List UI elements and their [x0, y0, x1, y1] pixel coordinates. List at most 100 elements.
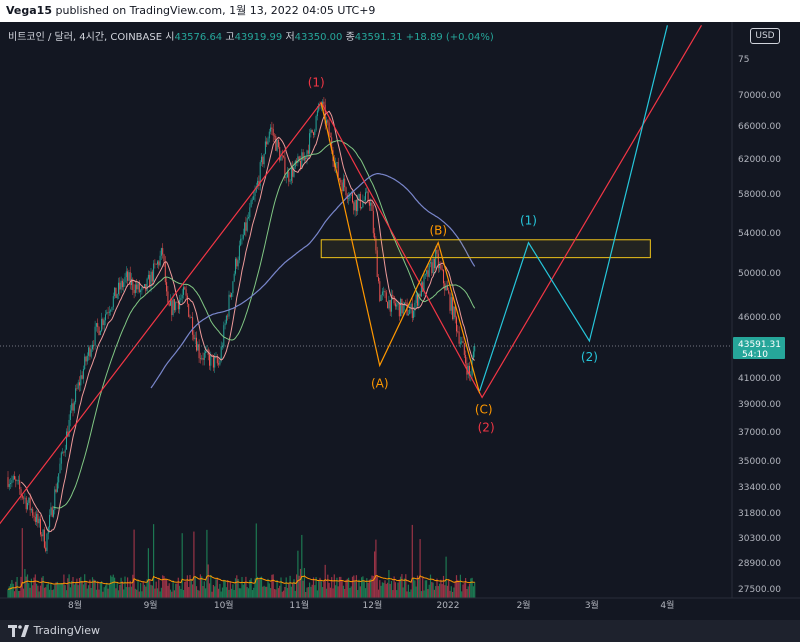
volume-bar [379, 580, 381, 598]
price-chart[interactable]: (1) (2) (A) (B) (C) (1) (2) 27500.00 28900.00 30… [0, 22, 800, 620]
candle-body [379, 281, 381, 301]
candles [7, 97, 476, 554]
volume-bar [141, 591, 143, 598]
tradingview-logo-icon [8, 625, 29, 637]
footer-brand[interactable]: TradingView [33, 624, 100, 637]
candle-body [250, 200, 252, 208]
candle-body [329, 136, 331, 138]
volume-bar [465, 578, 467, 598]
candle-body [345, 187, 347, 195]
candle-body [119, 282, 121, 290]
candle-body [62, 452, 64, 453]
candle-body [107, 312, 109, 313]
volume-bar [197, 589, 199, 598]
volume-bar [331, 577, 333, 598]
candle-body [362, 200, 364, 208]
candle-body [63, 452, 65, 453]
candle-body [344, 178, 346, 188]
volume-bar [285, 577, 287, 598]
candle-body [196, 337, 197, 351]
volume-bar [415, 586, 417, 598]
candle-body [257, 180, 259, 187]
publisher-name[interactable]: Vega15 [6, 4, 52, 17]
candle-body [440, 264, 442, 270]
volume-bar [227, 580, 229, 598]
candle-body [183, 287, 184, 295]
high-value: 43919.99 [234, 32, 283, 43]
candle-body [68, 419, 70, 437]
volume-bar [436, 578, 438, 598]
candle-body [458, 331, 460, 344]
wave-orange-label-c: (C) [475, 402, 493, 416]
candle-body [220, 346, 222, 361]
volume-bar [236, 575, 238, 598]
candle-body [129, 272, 131, 285]
volume-bar [159, 591, 161, 598]
volume-bar [172, 580, 174, 598]
volume-bar [318, 580, 320, 598]
wave-cyan-line [479, 25, 668, 391]
candle-body [446, 285, 448, 291]
volume-bar [205, 588, 207, 598]
volume-bar [33, 577, 35, 598]
candle-body [277, 139, 279, 148]
candle-body [394, 303, 396, 307]
candle-body [309, 133, 311, 154]
candle-body [284, 157, 286, 179]
volume-bar [452, 591, 454, 598]
volume-bar [275, 589, 277, 598]
volume-bar [445, 556, 447, 598]
candle-body [427, 270, 429, 277]
candle-body [10, 482, 12, 485]
candle-body [185, 289, 187, 296]
candle-body [400, 298, 402, 317]
candle-body [90, 349, 92, 357]
candle-body [131, 278, 132, 285]
candle-body [69, 410, 71, 420]
candle-body [441, 269, 443, 270]
candle-body [216, 356, 218, 364]
candle-body [189, 316, 191, 318]
volume-bar [99, 582, 101, 598]
volume-bar [342, 585, 344, 598]
candle-body [105, 314, 106, 321]
candle-body [381, 291, 383, 296]
candle-body [160, 248, 162, 256]
candle-body [223, 325, 225, 347]
volume-bar [259, 577, 261, 598]
volume-bar [249, 580, 251, 598]
price-tick-label: 31800.00 [738, 509, 781, 519]
volume-bar [111, 576, 113, 598]
volume-bar [84, 574, 86, 598]
candle-body [439, 264, 441, 269]
currency-button[interactable]: USD [750, 28, 780, 44]
volume-bar [117, 590, 120, 598]
price-tick-label: 35000.00 [738, 457, 781, 467]
volume-bar [362, 576, 364, 598]
volume-bar [89, 579, 91, 598]
volume-bar [51, 590, 53, 598]
volume-bar [303, 568, 305, 598]
volume-bar [270, 588, 272, 598]
volume-bar [125, 587, 127, 598]
volume-bar [267, 578, 269, 598]
volume-bar [366, 578, 368, 598]
volume-bar [253, 587, 255, 598]
volume-bar [15, 581, 17, 598]
candle-body [342, 178, 344, 192]
time-tick-label: 4월 [660, 599, 674, 611]
volume-bar [203, 581, 205, 598]
volume-bar [323, 581, 325, 598]
candle-body [171, 300, 173, 316]
volume-bar [414, 580, 416, 598]
candle-body [388, 300, 390, 309]
volume-bar [68, 574, 70, 598]
candle-body [430, 262, 431, 264]
candle-body [450, 297, 452, 311]
volume-bar [457, 579, 459, 598]
candle-body [98, 327, 100, 336]
candle-body [368, 201, 370, 206]
volume-bar [359, 586, 361, 598]
candle-body [435, 249, 437, 269]
volume-bar [374, 551, 376, 598]
